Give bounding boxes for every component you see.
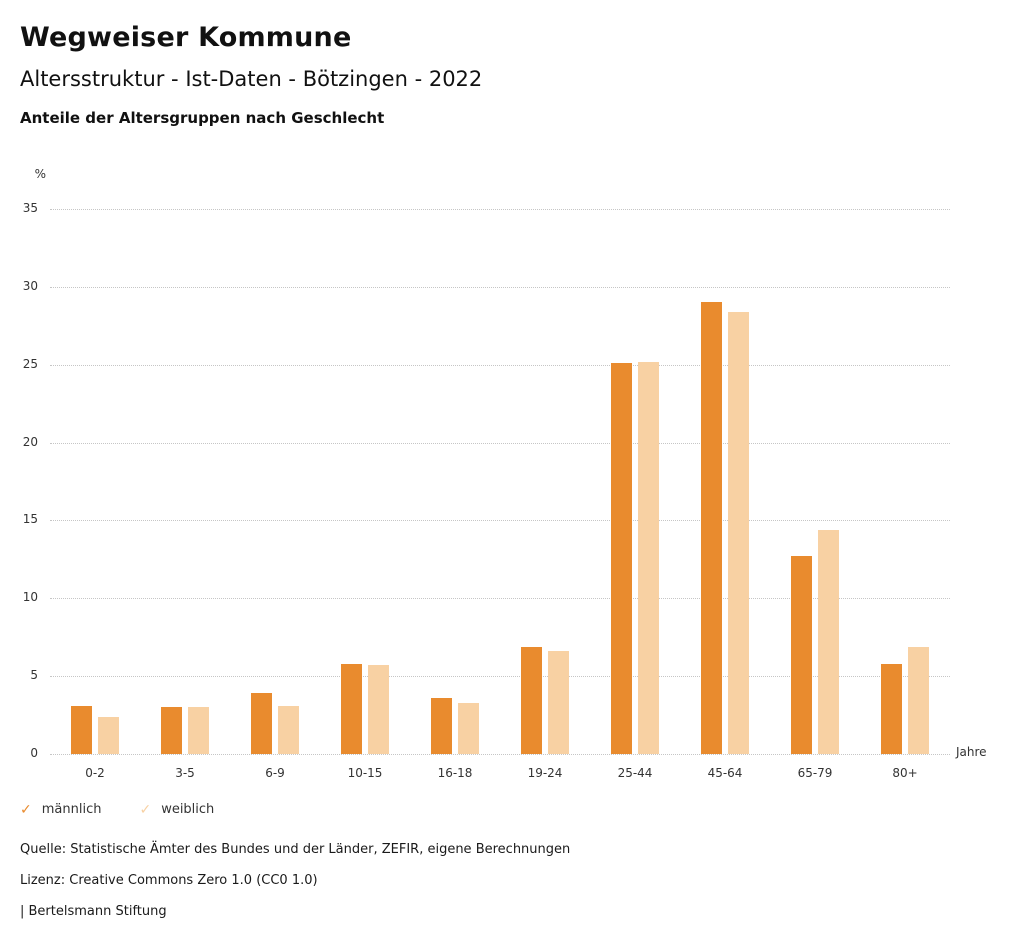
x-tick-label-25-44: 25-44: [617, 766, 653, 780]
bar-weiblich-19-24: [548, 651, 569, 754]
y-tick-label-5: 5: [30, 668, 38, 683]
bar-weiblich-45-64: [728, 311, 749, 754]
chart-title: Anteile der Altersgruppen nach Geschlech…: [20, 109, 385, 127]
x-tick-label-0-2: 0-2: [85, 766, 105, 780]
gridline-15: [50, 520, 950, 522]
bar-maennlich-45-64: [701, 302, 722, 754]
legend: ✓ männlich ✓ weiblich: [0, 802, 1024, 817]
y-tick-label-10: 10: [22, 590, 38, 605]
footer: Quelle: Statistische Ämter des Bundes un…: [0, 842, 1024, 920]
x-tick-label-19-24: 19-24: [527, 766, 563, 780]
x-tick-label-65-79: 65-79: [797, 766, 833, 780]
bar-maennlich-80+: [881, 663, 902, 754]
plot-area: [50, 209, 950, 755]
bar-maennlich-25-44: [611, 363, 632, 754]
bar-weiblich-10-15: [368, 665, 389, 754]
y-tick-label-0: 0: [30, 746, 38, 760]
bar-weiblich-65-79: [818, 529, 839, 754]
gridline-35: [50, 209, 950, 210]
attribution-text: | Bertelsmann Stiftung: [20, 904, 167, 919]
x-tick-label-16-18: 16-18: [437, 766, 473, 780]
x-axis-unit-label: Jahre: [956, 745, 987, 759]
check-icon: ✓: [139, 801, 152, 818]
header: Wegweiser Kommune Altersstruktur - Ist-D…: [0, 0, 1024, 127]
y-tick-label-25: 25: [22, 356, 38, 371]
y-tick-label-35: 35: [22, 201, 38, 215]
legend-item-maennlich[interactable]: ✓ männlich: [20, 802, 101, 817]
y-tick-label-15: 15: [22, 512, 38, 527]
bar-maennlich-0-2: [71, 705, 92, 754]
x-tick-label-3-5: 3-5: [175, 766, 195, 780]
x-tick-label-80+: 80+: [892, 766, 918, 780]
gridline-5: [50, 676, 950, 678]
check-icon: ✓: [20, 801, 32, 818]
bar-weiblich-16-18: [458, 702, 479, 754]
y-tick-label-20: 20: [22, 434, 38, 449]
app-title: Wegweiser Kommune: [20, 22, 352, 53]
bar-maennlich-10-15: [341, 663, 362, 754]
license-text: Lizenz: Creative Commons Zero 1.0 (CC0 1…: [20, 873, 318, 888]
bar-weiblich-80+: [908, 646, 929, 754]
bar-weiblich-25-44: [638, 361, 659, 754]
gridline-10: [50, 598, 950, 600]
source-text: Quelle: Statistische Ämter des Bundes un…: [20, 842, 571, 857]
y-tick-label-30: 30: [22, 278, 38, 293]
y-axis-unit-label: %: [34, 167, 46, 181]
bar-maennlich-16-18: [431, 697, 452, 754]
bar-weiblich-6-9: [278, 705, 299, 754]
page-subtitle: Altersstruktur - Ist-Daten - Bötzingen -…: [20, 67, 483, 91]
bar-weiblich-0-2: [98, 716, 119, 754]
bar-maennlich-3-5: [161, 707, 182, 754]
x-tick-label-10-15: 10-15: [347, 766, 383, 780]
chart: % 0 5 10 15 20 25 30 35 0-2 3-5 6-9 10-15 16-18 19-2…: [0, 154, 1024, 786]
x-tick-label-6-9: 6-9: [265, 766, 285, 780]
bar-maennlich-19-24: [521, 646, 542, 754]
gridline-0: [50, 754, 950, 755]
x-tick-label-45-64: 45-64: [707, 766, 743, 780]
legend-label: weiblich: [161, 802, 215, 817]
legend-label: männlich: [41, 802, 102, 817]
legend-item-weiblich[interactable]: ✓ weiblich: [139, 802, 214, 817]
bar-maennlich-65-79: [791, 556, 812, 754]
gridline-30: [50, 286, 950, 288]
bar-maennlich-6-9: [251, 693, 272, 754]
gridline-25: [50, 364, 950, 366]
gridline-20: [50, 442, 950, 444]
bar-weiblich-3-5: [188, 707, 209, 754]
